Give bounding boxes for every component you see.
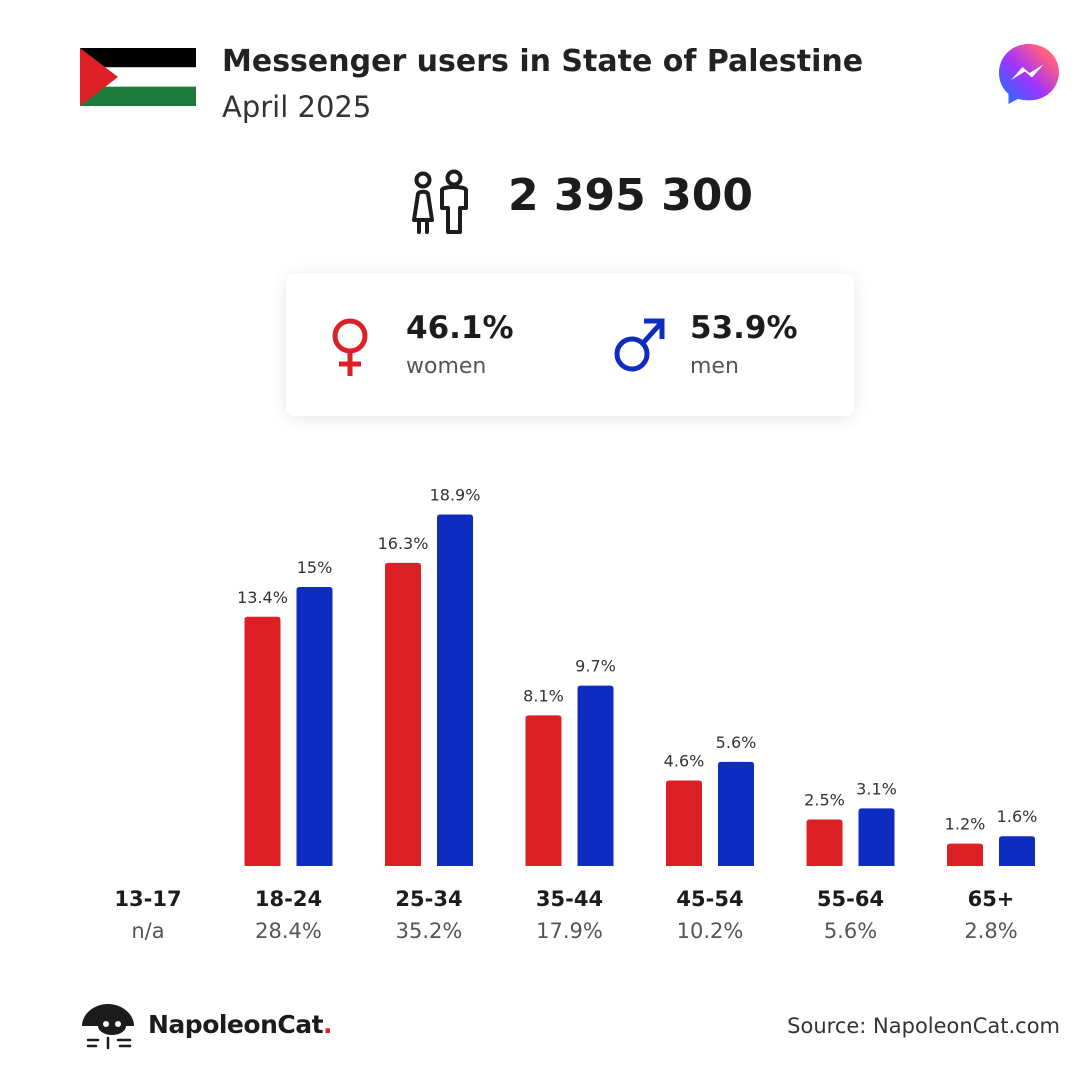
bar-women-45-54 [666,780,702,866]
bar-women-18-24 [244,616,281,866]
male-symbol-icon [614,318,665,372]
bar-label-men-18-24: 15% [297,558,333,577]
page-title: Messenger users in State of Palestine [222,44,864,79]
bar-label-women-35-44: 8.1% [523,686,564,705]
men-label: men [690,354,739,379]
category-label-35-44: 35-44 [536,887,603,911]
bar-label-men-65+: 1.6% [997,807,1038,826]
bar-label-men-55-64: 3.1% [856,779,897,798]
bar-men-35-44 [577,685,614,866]
bar-label-women-65+: 1.2% [945,815,986,834]
palestine-flag-icon [80,48,196,106]
category-total-65+: 2.8% [964,919,1017,943]
category-total-55-64: 5.6% [824,919,877,943]
bar-women-55-64 [806,819,843,866]
category-label-18-24: 18-24 [255,887,322,911]
category-total-13-17: n/a [131,919,164,943]
men-percentage: 53.9% [690,310,798,346]
bar-men-65+ [999,836,1035,866]
bar-men-25-34 [437,514,473,866]
women-percentage: 46.1% [406,310,514,346]
category-label-13-17: 13-17 [114,887,181,911]
page-subtitle: April 2025 [222,90,372,124]
total-users-count: 2 395 300 [508,170,753,221]
female-symbol-icon [332,318,368,376]
bar-men-18-24 [296,587,333,866]
source-credit: Source: NapoleonCat.com [787,1014,1060,1038]
messenger-logo-icon [999,44,1059,104]
napoleoncat-logo-icon [82,1004,134,1050]
category-label-45-54: 45-54 [676,887,743,911]
category-total-45-54: 10.2% [677,919,744,943]
bar-women-25-34 [385,562,421,866]
bar-men-55-64 [858,808,895,866]
women-label: women [406,354,487,379]
users-icon [412,169,468,234]
category-total-35-44: 17.9% [536,919,603,943]
gender-summary-card: 46.1% women 53.9% men [286,274,854,416]
bar-label-women-18-24: 13.4% [237,588,288,607]
bar-label-women-45-54: 4.6% [664,751,705,770]
bar-label-men-45-54: 5.6% [716,733,757,752]
bar-women-65+ [947,843,983,866]
age-gender-bar-chart: 13-17 n/a 13.4% 15% 18-24 28.4% 16.3% 18.9% 25-3… [114,485,1038,943]
bar-label-women-55-64: 2.5% [804,791,845,810]
category-total-18-24: 28.4% [255,919,322,943]
category-total-25-34: 35.2% [396,919,463,943]
category-label-25-34: 25-34 [395,887,462,911]
category-label-65+: 65+ [968,887,1015,911]
brand-name: NapoleonCat. [148,1010,333,1039]
bar-label-men-35-44: 9.7% [575,657,616,676]
category-label-55-64: 55-64 [817,887,884,911]
bar-men-45-54 [718,761,754,866]
bar-label-women-25-34: 16.3% [378,534,429,553]
bar-label-men-25-34: 18.9% [430,485,481,504]
bar-women-35-44 [525,715,562,866]
